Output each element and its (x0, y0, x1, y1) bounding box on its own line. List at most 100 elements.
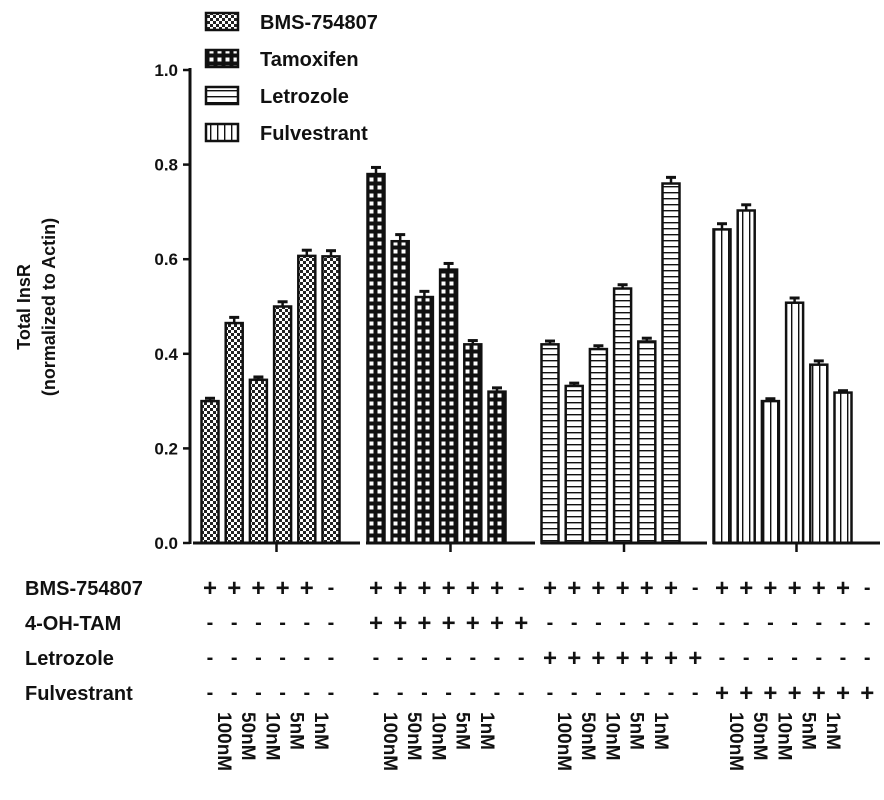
treatment-symbol: - (840, 647, 847, 669)
treatment-symbol: + (490, 610, 504, 637)
treatment-symbol: - (791, 647, 798, 669)
treatment-symbol: - (595, 612, 602, 634)
dose-label: 1nM (822, 712, 843, 750)
dose-label: 100nM (725, 712, 746, 771)
bar (200, 399, 220, 545)
treatment-symbol: - (445, 682, 452, 704)
treatment-symbol: + (763, 680, 777, 707)
treatment-symbol: + (591, 575, 605, 602)
treatment-symbol: + (369, 575, 383, 602)
dose-label: 100nM (213, 712, 234, 771)
legend-swatch (204, 11, 240, 32)
treatment-symbol: + (567, 645, 581, 672)
treatment-symbol: + (812, 680, 826, 707)
treatment-symbol: - (445, 647, 452, 669)
y-tick-label: 0.6 (154, 250, 178, 269)
dose-label: 10nM (261, 712, 282, 761)
treatment-symbol: + (300, 575, 314, 602)
treatment-symbol: - (469, 682, 476, 704)
treatment-symbol: + (203, 575, 217, 602)
treatment-symbol: - (864, 647, 871, 669)
treatment-symbol: - (494, 647, 501, 669)
treatment-symbol: - (328, 577, 335, 599)
treatment-symbol: - (494, 682, 501, 704)
dose-label: 100nM (553, 712, 574, 771)
treatment-symbol: - (518, 577, 525, 599)
dose-label: 1nM (650, 712, 671, 750)
bar (833, 391, 853, 545)
treatment-symbol: + (227, 575, 241, 602)
treatment-symbol: + (466, 575, 480, 602)
treatment-symbol: + (739, 575, 753, 602)
treatment-symbol: + (393, 575, 407, 602)
y-tick-label: 0.4 (154, 345, 178, 364)
treatment-symbol: + (543, 575, 557, 602)
treatment-symbol: - (547, 682, 554, 704)
legend-swatch (204, 48, 240, 69)
bar (297, 254, 317, 545)
y-tick-label: 0.8 (154, 156, 178, 175)
treatment-symbol: - (231, 612, 238, 634)
treatment-symbol: + (739, 680, 753, 707)
treatment-symbol: - (643, 612, 650, 634)
bar (272, 305, 293, 545)
bar (736, 209, 756, 545)
treatment-symbol: - (692, 612, 699, 634)
treatment-symbol: - (571, 612, 578, 634)
bar (564, 384, 584, 545)
y-tick-label: 0.2 (154, 439, 178, 458)
treatment-symbol: - (328, 612, 335, 634)
treatment-symbol: - (864, 612, 871, 634)
treatment-symbol: - (421, 647, 428, 669)
treatment-symbol: - (518, 682, 525, 704)
treatment-symbol: - (692, 577, 699, 599)
treatment-symbol: - (255, 647, 262, 669)
treatment-symbol: - (518, 647, 525, 669)
bar (760, 399, 781, 545)
treatment-symbol: - (840, 612, 847, 634)
bar (661, 182, 681, 545)
bar (414, 295, 435, 545)
treatment-symbol: + (788, 575, 802, 602)
y-tick-label: 1.0 (154, 61, 178, 80)
dose-label: 1nM (310, 712, 331, 750)
legend-swatch (204, 85, 240, 106)
y-axis-label: Total InsR (normalized to Actin) (14, 218, 59, 396)
treatment-symbol: - (303, 647, 310, 669)
treatment-symbol: - (207, 612, 214, 634)
x-axis (193, 541, 880, 552)
treatment-symbol: + (543, 645, 557, 672)
treatment-symbol: - (815, 612, 822, 634)
treatment-symbol: + (251, 575, 265, 602)
treatment-symbol: - (719, 647, 726, 669)
treatment-symbol: + (442, 575, 456, 602)
treatment-symbol: + (442, 610, 456, 637)
y-axis-label-line1: Total InsR (14, 264, 34, 350)
bar (248, 378, 269, 545)
legend-label: BMS-754807 (260, 12, 378, 34)
treatment-symbol: - (815, 647, 822, 669)
dose-label: 50nM (403, 712, 424, 761)
treatment-symbol: + (836, 680, 850, 707)
treatment-symbol: - (668, 612, 675, 634)
treatment-symbol: + (715, 575, 729, 602)
treatment-symbol: + (763, 575, 777, 602)
legend-label: Letrozole (260, 86, 349, 108)
treatment-symbol: - (743, 647, 750, 669)
treatment-symbol: + (812, 575, 826, 602)
treatment-symbol: + (417, 575, 431, 602)
treatment-symbol: - (767, 612, 774, 634)
legend-swatch (204, 122, 240, 143)
bar (712, 228, 732, 545)
treatment-symbol: - (619, 682, 626, 704)
treatment-row-label: Letrozole (25, 648, 114, 670)
treatment-symbol: - (303, 612, 310, 634)
bar (463, 343, 483, 545)
legend-label: Tamoxifen (260, 49, 359, 71)
treatment-symbol: + (369, 610, 383, 637)
y-axis: 0.0 0.2 0.4 0.6 0.8 1.0 Total InsR (normalized … (14, 61, 192, 553)
treatment-symbol: + (788, 680, 802, 707)
dose-label: 5nM (286, 712, 307, 750)
